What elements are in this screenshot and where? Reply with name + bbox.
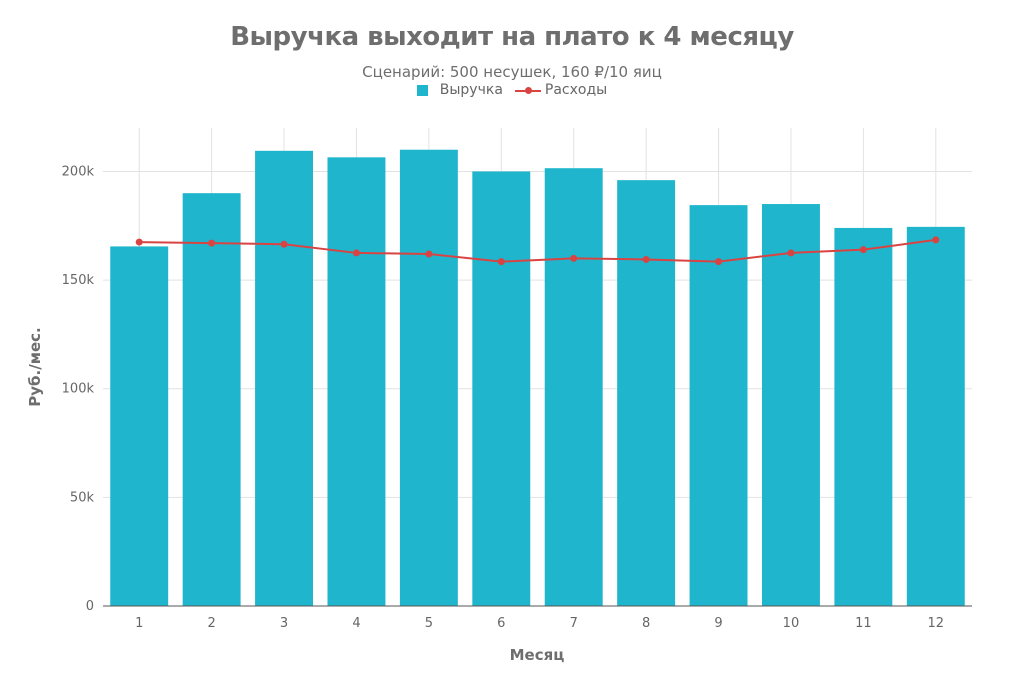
chart-subtitle: Сценарий: 500 несушек, 160 ₽/10 яиц <box>362 63 662 81</box>
point-expenses <box>642 255 650 263</box>
bar-revenue <box>689 205 748 606</box>
x-tick-label: 12 <box>928 616 945 631</box>
x-tick-label: 2 <box>207 616 215 631</box>
bar-revenue <box>399 149 458 606</box>
legend-line-swatch <box>514 85 541 96</box>
x-axis-title: Месяц <box>510 646 565 664</box>
x-tick-label: 1 <box>135 616 143 631</box>
bar-revenue <box>110 246 169 606</box>
bar-revenue <box>761 204 820 606</box>
legend-item-expenses[interactable]: Расходы <box>514 82 608 98</box>
bar-layer <box>110 149 965 607</box>
legend-item-revenue[interactable]: Выручка <box>416 82 503 98</box>
x-tick-label: 3 <box>280 616 288 631</box>
point-expenses <box>932 236 940 244</box>
y-tick-label: 50k <box>70 490 95 505</box>
point-expenses <box>859 246 867 254</box>
y-axis-title: Руб./мес. <box>26 327 44 406</box>
bar-revenue <box>544 168 603 607</box>
x-tick-label: 9 <box>714 616 722 631</box>
point-expenses <box>787 249 795 257</box>
legend-label-expenses: Расходы <box>544 82 608 98</box>
x-tick-label: 10 <box>783 616 800 631</box>
y-tick-label: 100k <box>62 382 95 397</box>
bar-revenue <box>255 150 314 606</box>
point-expenses <box>135 238 143 246</box>
line-layer <box>135 236 940 266</box>
x-tick-label: 6 <box>497 616 505 631</box>
bar-revenue <box>834 227 893 607</box>
legend-bar-swatch <box>416 84 428 96</box>
point-expenses <box>208 239 216 247</box>
chart-title: Выручка выходит на плато к 4 месяцу <box>230 22 794 52</box>
bar-revenue <box>182 193 241 606</box>
point-expenses <box>352 249 360 257</box>
bar-revenue <box>472 171 531 607</box>
x-tick-label: 4 <box>352 616 360 631</box>
x-tick-label: 8 <box>642 616 650 631</box>
point-expenses <box>280 240 288 248</box>
point-expenses <box>425 250 433 258</box>
bar-revenue <box>906 226 965 607</box>
x-tick-label: 7 <box>570 616 578 631</box>
x-tick-label: 5 <box>425 616 433 631</box>
bar-revenue <box>327 157 386 606</box>
y-tick-label: 150k <box>62 273 95 288</box>
point-expenses <box>497 258 505 266</box>
bar-revenue <box>617 180 676 607</box>
line-expenses <box>139 238 936 263</box>
y-tick-label: 200k <box>62 164 95 179</box>
y-tick-label: 0 <box>86 599 94 614</box>
point-expenses <box>570 254 578 262</box>
legend-label-revenue: Выручка <box>439 82 503 98</box>
point-expenses <box>715 258 723 266</box>
legend: Выручка Расходы <box>0 82 1024 98</box>
x-tick-label: 11 <box>855 616 872 631</box>
